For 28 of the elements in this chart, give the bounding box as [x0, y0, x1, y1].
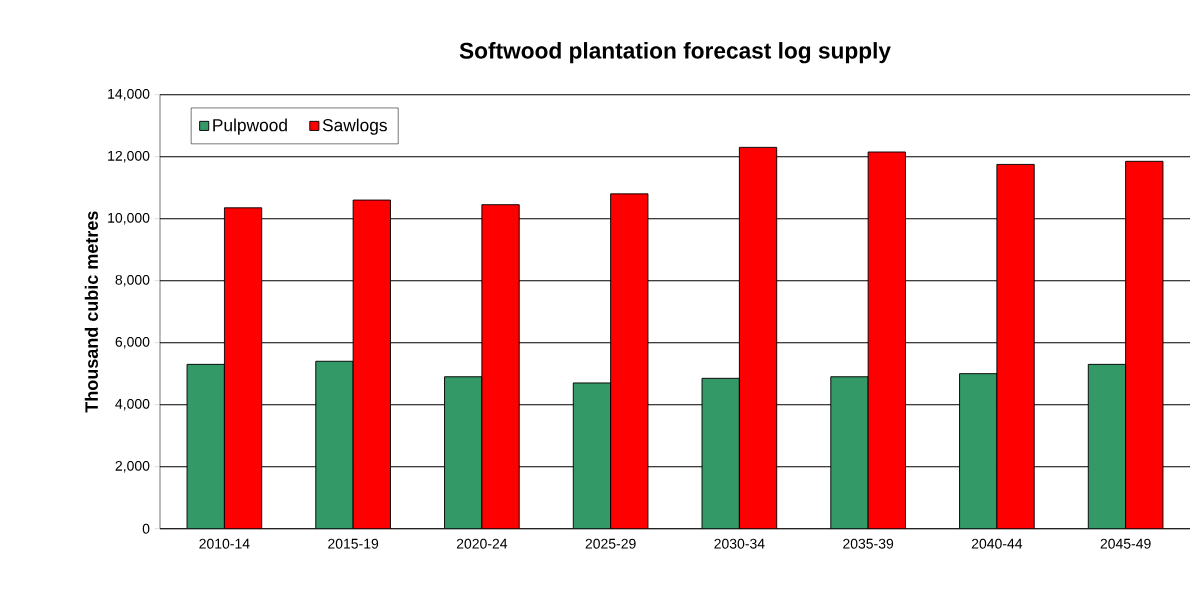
chart-title: Softwood plantation forecast log supply	[459, 42, 891, 64]
y-tick-label: 12,000	[108, 150, 150, 163]
x-tick-label: 2045-49	[1100, 538, 1151, 549]
y-tick-label: 10,000	[108, 212, 150, 225]
x-tick-label: 2015-19	[328, 538, 379, 549]
bar	[481, 204, 520, 529]
x-tick-label: 2010-14	[199, 538, 250, 549]
legend-label: Sawlogs	[322, 118, 387, 135]
legend-label: Pulpwood	[213, 118, 287, 135]
y-axis-title: Thousand cubic metres	[84, 211, 98, 413]
y-tick-label: 0	[142, 523, 150, 534]
y-tick-label: 4,000	[115, 398, 150, 411]
y-tick-label: 8,000	[115, 274, 150, 287]
x-tick-label: 2030-34	[714, 538, 765, 549]
bar	[610, 193, 649, 529]
x-tick-label: 2040-44	[971, 538, 1023, 549]
x-tick-label: 2035-39	[843, 538, 894, 549]
bar	[867, 151, 906, 529]
y-tick-label: 14,000	[108, 88, 150, 101]
bar	[738, 146, 778, 529]
x-tick-label: 2025-29	[585, 538, 636, 549]
bar	[996, 163, 1035, 529]
bar	[1125, 160, 1164, 529]
bar	[352, 199, 391, 529]
x-tick-label: 2020-24	[456, 538, 508, 549]
bar	[223, 207, 263, 529]
y-tick-label: 6,000	[115, 336, 150, 349]
y-tick-label: 2,000	[115, 460, 150, 473]
